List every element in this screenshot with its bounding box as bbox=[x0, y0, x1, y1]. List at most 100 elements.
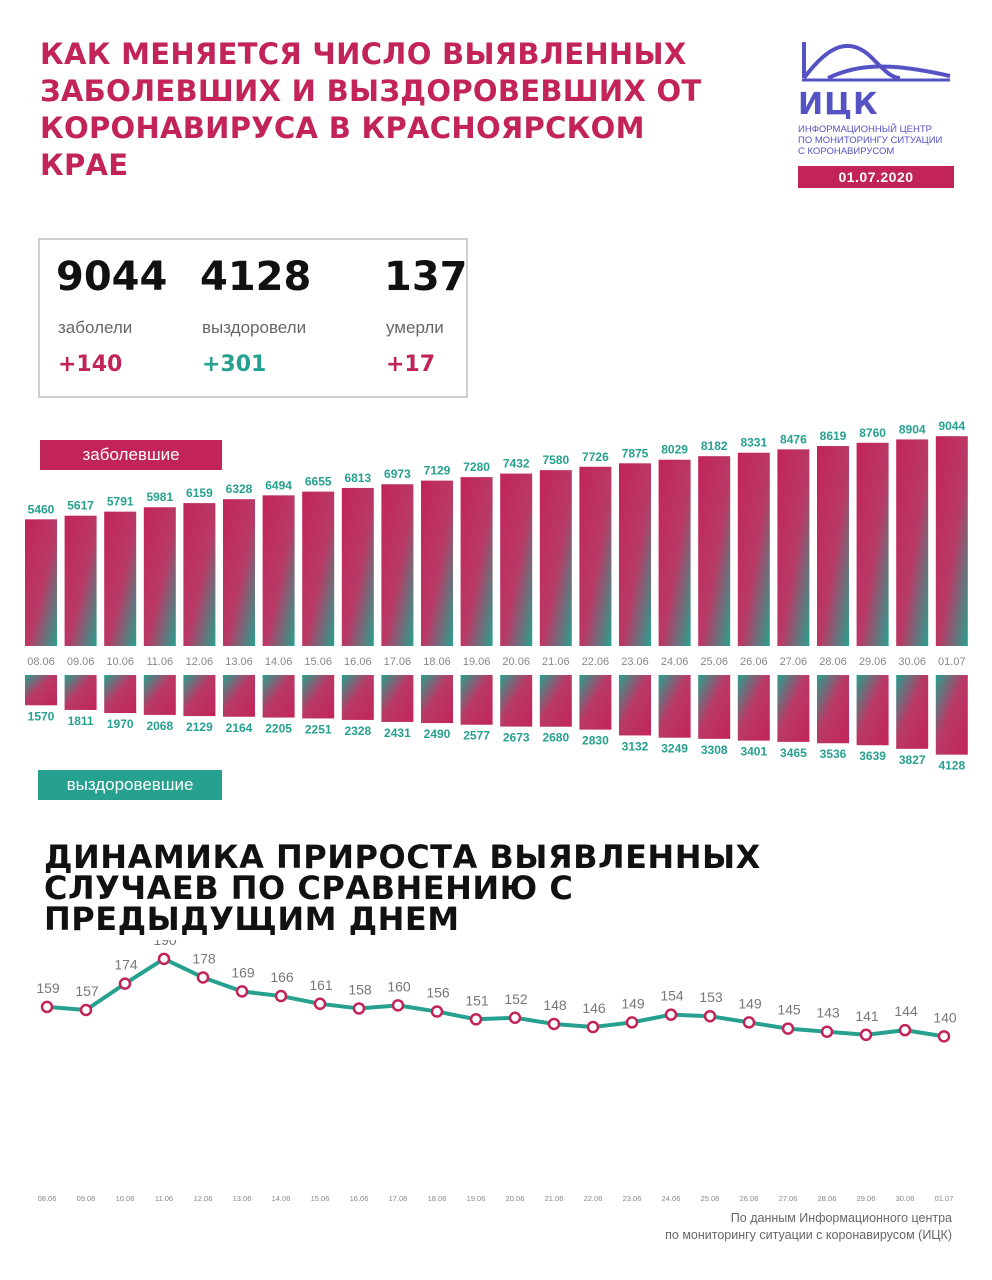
growth-date-tick: 27.06 bbox=[779, 1194, 798, 1203]
recovered-bar-label: 2129 bbox=[186, 720, 213, 734]
growth-date-tick: 17.06 bbox=[389, 1194, 408, 1203]
growth-point bbox=[664, 1008, 678, 1021]
date-tick-label: 25.06 bbox=[700, 656, 728, 668]
growth-point bbox=[781, 1022, 795, 1035]
growth-value-label: 151 bbox=[465, 992, 489, 1008]
recovered-bar-label: 3308 bbox=[701, 743, 728, 757]
died-label: умерли bbox=[386, 318, 444, 337]
date-tick-label: 29.06 bbox=[859, 656, 887, 668]
sick-bar-label: 6328 bbox=[226, 482, 253, 496]
sick-bar-label: 8029 bbox=[661, 443, 688, 457]
growth-point bbox=[235, 985, 249, 998]
growth-value-label: 166 bbox=[270, 969, 294, 985]
date-tick-label: 19.06 bbox=[463, 656, 491, 668]
growth-point bbox=[820, 1025, 834, 1038]
sick-bar bbox=[460, 477, 493, 646]
sick-bar bbox=[104, 511, 137, 646]
sick-bar bbox=[698, 456, 731, 646]
recovered-bar-label: 2431 bbox=[384, 726, 411, 740]
date-tick-label: 20.06 bbox=[502, 656, 530, 668]
sick-bar bbox=[302, 491, 335, 646]
recovered-bar-label: 3465 bbox=[780, 746, 807, 760]
growth-point bbox=[859, 1028, 873, 1042]
growth-point bbox=[508, 1011, 522, 1024]
recovered-bar-label: 2251 bbox=[305, 722, 332, 736]
growth-point bbox=[703, 1009, 717, 1023]
daily-growth-line-chart: 159 08.06 157 09.06 174 10.06 190 11.06 178 12.06… bbox=[36, 940, 957, 1203]
growth-point bbox=[157, 952, 171, 966]
growth-date-tick: 08.06 bbox=[38, 1194, 57, 1203]
recovered-bar bbox=[302, 675, 335, 719]
recovered-bar bbox=[421, 675, 453, 724]
growth-point bbox=[547, 1017, 561, 1031]
recovered-bar bbox=[896, 675, 929, 749]
sick-bar bbox=[500, 473, 533, 646]
source-note: По данным Информационного центра по мони… bbox=[665, 1210, 952, 1244]
growth-point bbox=[118, 977, 132, 990]
sick-bar-label: 8904 bbox=[899, 422, 926, 436]
sick-bar bbox=[737, 452, 770, 646]
date-tick-label: 08.06 bbox=[27, 656, 55, 668]
date-tick-label: 15.06 bbox=[304, 656, 332, 668]
growth-line bbox=[46, 956, 945, 1039]
sick-bar bbox=[262, 495, 295, 646]
recovered-bar bbox=[460, 675, 493, 725]
recovered-bar bbox=[262, 675, 295, 718]
growth-value-label: 152 bbox=[504, 991, 528, 1007]
sick-delta: +140 bbox=[58, 352, 123, 377]
sick-bar bbox=[579, 466, 612, 646]
date-tick-label: 21.06 bbox=[542, 656, 570, 668]
sick-bar-label: 6655 bbox=[305, 475, 332, 489]
growth-value-label: 153 bbox=[699, 989, 723, 1005]
recovered-bar bbox=[341, 675, 374, 720]
growth-value-label: 174 bbox=[114, 957, 138, 973]
sick-bar bbox=[64, 515, 97, 646]
recovered-bar bbox=[935, 675, 968, 755]
sick-bar bbox=[341, 487, 374, 646]
sick-bar-label: 6494 bbox=[265, 478, 292, 492]
recovered-bar-label: 2673 bbox=[503, 731, 530, 745]
growth-date-tick: 20.06 bbox=[506, 1194, 525, 1203]
growth-date-tick: 14.06 bbox=[272, 1194, 291, 1203]
sick-bar bbox=[935, 436, 968, 646]
growth-point bbox=[40, 1000, 54, 1014]
recovered-bar-label: 3249 bbox=[661, 742, 688, 756]
growth-date-tick: 12.06 bbox=[194, 1194, 213, 1203]
sick-series-tag: заболевшие bbox=[40, 440, 222, 470]
sick-bar-label: 7580 bbox=[542, 453, 569, 467]
sick-bar-label: 5617 bbox=[67, 499, 94, 513]
growth-value-label: 159 bbox=[36, 980, 60, 996]
sick-bar-label: 6973 bbox=[384, 467, 411, 481]
logo-subtitle-line: с коронавирусом bbox=[798, 146, 895, 157]
date-tick-label: 24.06 bbox=[661, 656, 689, 668]
sick-bar bbox=[421, 480, 453, 646]
recovered-bar bbox=[381, 675, 414, 722]
growth-point bbox=[742, 1016, 756, 1029]
date-tick-label: 26.06 bbox=[740, 656, 768, 668]
sick-label: заболели bbox=[58, 318, 133, 337]
recovered-bar bbox=[856, 675, 889, 746]
died-delta: +17 bbox=[386, 352, 436, 377]
growth-date-tick: 21.06 bbox=[545, 1194, 564, 1203]
growth-date-tick: 23.06 bbox=[623, 1194, 642, 1203]
recovered-bar bbox=[658, 675, 691, 738]
growth-date-tick: 10.06 bbox=[116, 1194, 135, 1203]
date-tick-label: 09.06 bbox=[67, 656, 95, 668]
sick-bar bbox=[539, 470, 572, 646]
date-tick-label: 12.06 bbox=[186, 656, 214, 668]
sick-bar bbox=[183, 503, 216, 646]
growth-date-tick: 09.06 bbox=[77, 1194, 96, 1203]
recovered-total: 4128 bbox=[200, 254, 312, 300]
sick-bar bbox=[223, 499, 255, 646]
recovered-delta: +301 bbox=[202, 352, 267, 377]
recovered-bar-label: 2680 bbox=[542, 731, 569, 745]
growth-value-label: 156 bbox=[426, 985, 450, 1001]
growth-point bbox=[79, 1003, 93, 1017]
date-tick-label: 30.06 bbox=[898, 656, 926, 668]
recovered-bar-label: 1970 bbox=[107, 717, 134, 731]
growth-date-tick: 15.06 bbox=[311, 1194, 330, 1203]
logo-subtitle-line: по мониторингу ситуации bbox=[798, 135, 943, 146]
growth-point bbox=[625, 1016, 639, 1029]
sick-bar-label: 7280 bbox=[463, 460, 490, 474]
growth-point bbox=[937, 1030, 951, 1043]
